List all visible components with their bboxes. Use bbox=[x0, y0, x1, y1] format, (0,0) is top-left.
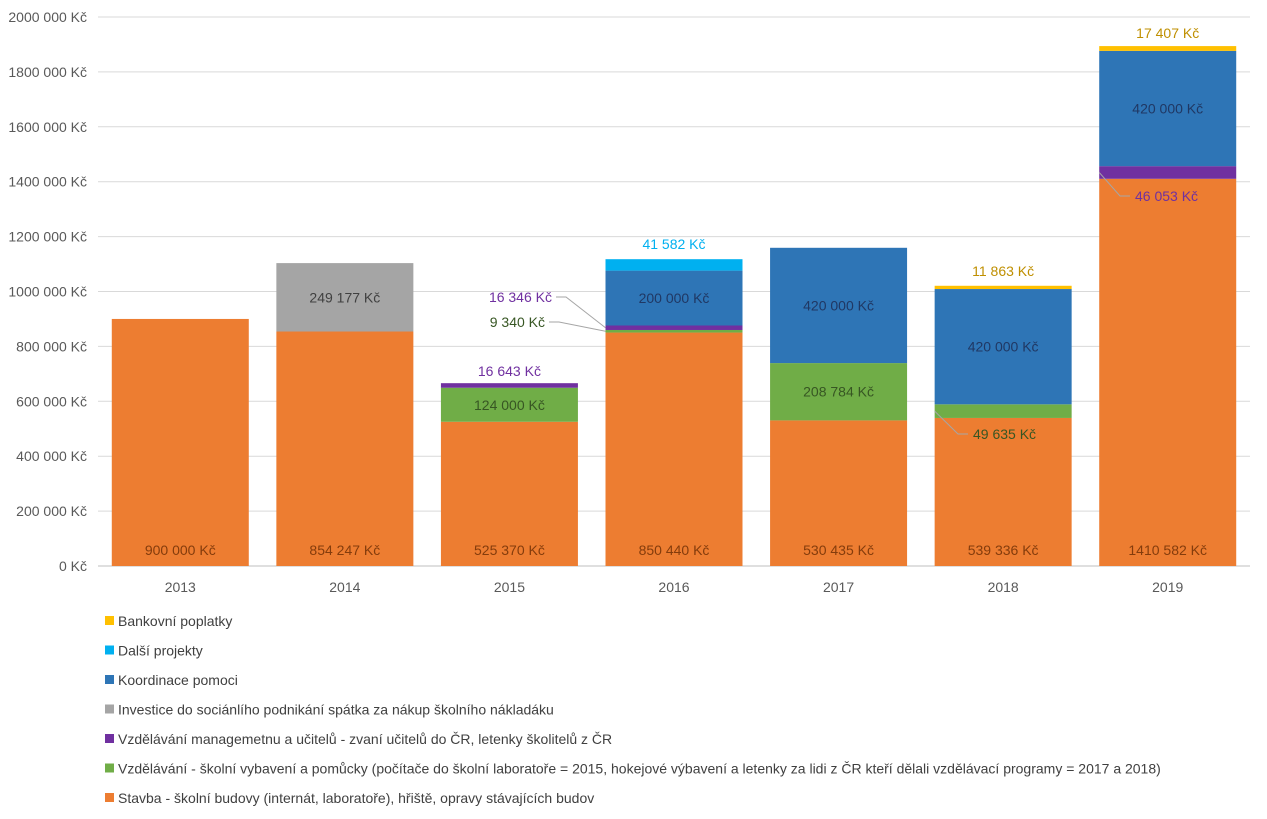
legend-label: Další projekty bbox=[118, 643, 203, 659]
bar-segment bbox=[770, 420, 908, 566]
bar-segment bbox=[1099, 46, 1237, 51]
y-tick-label: 2000 000 Kč bbox=[8, 9, 87, 25]
y-tick-label: 400 000 Kč bbox=[16, 448, 87, 464]
data-label: 420 000 Kč bbox=[1132, 101, 1203, 117]
legend-swatch bbox=[105, 645, 114, 655]
legend-label: Vzdělávání managemetnu a učitelů - zvaní… bbox=[118, 731, 612, 747]
bar-segment bbox=[934, 289, 1072, 405]
legend-swatch bbox=[105, 616, 114, 625]
bar-segment bbox=[934, 285, 1072, 290]
legend: Bankovní poplatky Další projekty Koordinac… bbox=[105, 613, 1161, 806]
data-label: 17 407 Kč bbox=[1136, 25, 1199, 41]
bar-segment bbox=[440, 387, 578, 422]
bar-segment bbox=[605, 259, 743, 271]
x-tick-label: 2017 bbox=[823, 579, 854, 595]
bar-stacks bbox=[111, 46, 1237, 567]
x-tick-label: 2015 bbox=[494, 579, 525, 595]
bar-segment bbox=[770, 247, 908, 364]
y-tick-label: 800 000 Kč bbox=[16, 338, 87, 354]
data-label: 854 247 Kč bbox=[309, 542, 380, 558]
data-label: 249 177 Kč bbox=[309, 289, 380, 305]
data-label: 530 435 Kč bbox=[803, 542, 874, 558]
x-axis: 2013 2014 2015 2016 2017 2018 2019 bbox=[165, 579, 1184, 595]
bar-segment bbox=[605, 329, 743, 333]
bar-segment bbox=[605, 270, 743, 326]
legend-label: Stavba - školní budovy (internát, labora… bbox=[118, 790, 594, 806]
bar-segment bbox=[276, 331, 414, 566]
y-tick-label: 200 000 Kč bbox=[16, 503, 87, 519]
data-labels: 900 000 Kč 854 247 Kč 525 370 Kč 850 440 Kč… bbox=[145, 25, 1207, 558]
bar-segment bbox=[111, 318, 249, 566]
data-label: 420 000 Kč bbox=[968, 339, 1039, 355]
bar-segment bbox=[1099, 50, 1237, 167]
y-tick-label: 1200 000 Kč bbox=[8, 229, 87, 245]
bar-segment bbox=[934, 404, 1072, 418]
data-label: 11 863 Kč bbox=[972, 263, 1034, 279]
legend-label: Investice do sociánlího podnikání spátka… bbox=[118, 702, 554, 718]
data-label: 208 784 Kč bbox=[803, 384, 874, 400]
data-label: 16 643 Kč bbox=[478, 363, 541, 379]
y-tick-label: 1000 000 Kč bbox=[8, 284, 87, 300]
data-label: 850 440 Kč bbox=[639, 542, 710, 558]
bar-segment bbox=[1099, 166, 1237, 179]
data-label: 525 370 Kč bbox=[474, 542, 545, 558]
data-label: 124 000 Kč bbox=[474, 397, 545, 413]
x-tick-label: 2016 bbox=[658, 579, 689, 595]
bar-segment bbox=[934, 417, 1072, 566]
bar-segment bbox=[770, 363, 908, 421]
bar-segment bbox=[440, 383, 578, 388]
x-tick-label: 2019 bbox=[1152, 579, 1183, 595]
data-label: 41 582 Kč bbox=[642, 236, 705, 252]
legend-label: Vzdělávání - školní vybavení a pomůcky (… bbox=[118, 761, 1161, 777]
bar-segment bbox=[605, 332, 743, 566]
bar-segment bbox=[1099, 178, 1237, 567]
y-tick-label: 1600 000 Kč bbox=[8, 119, 87, 135]
bar-segment bbox=[440, 421, 578, 566]
label-leader-line bbox=[556, 296, 606, 329]
data-label: 420 000 Kč bbox=[803, 297, 874, 313]
legend-swatch bbox=[105, 793, 114, 802]
x-tick-label: 2014 bbox=[329, 579, 360, 595]
legend-swatch bbox=[105, 675, 114, 684]
y-axis: 0 Kč 200 000 Kč 400 000 Kč 600 000 Kč 800 00… bbox=[8, 9, 87, 574]
data-label: 46 053 Kč bbox=[1135, 188, 1198, 204]
x-tick-label: 2018 bbox=[988, 579, 1019, 595]
legend-swatch bbox=[105, 704, 114, 714]
legend-label: Koordinace pomoci bbox=[118, 672, 238, 688]
data-label: 200 000 Kč bbox=[639, 290, 710, 306]
legend-label: Bankovní poplatky bbox=[118, 613, 232, 629]
label-leader-line bbox=[1098, 172, 1130, 197]
data-label: 900 000 Kč bbox=[145, 542, 216, 558]
data-label: 16 346 Kč bbox=[489, 289, 552, 305]
x-tick-label: 2013 bbox=[165, 579, 196, 595]
data-label: 539 336 Kč bbox=[968, 542, 1039, 558]
y-tick-label: 0 Kč bbox=[59, 558, 87, 574]
data-label: 49 635 Kč bbox=[973, 426, 1036, 442]
y-tick-label: 1400 000 Kč bbox=[8, 174, 87, 190]
legend-swatch bbox=[105, 763, 114, 773]
label-leader-line bbox=[549, 321, 606, 332]
y-tick-label: 600 000 Kč bbox=[16, 393, 87, 409]
bar-segment bbox=[605, 325, 743, 330]
data-label: 1410 582 Kč bbox=[1128, 542, 1207, 558]
data-label: 9 340 Kč bbox=[490, 314, 545, 330]
legend-swatch bbox=[105, 734, 114, 743]
label-leader-line bbox=[934, 410, 968, 435]
bar-segment bbox=[276, 263, 414, 332]
y-tick-label: 1800 000 Kč bbox=[8, 64, 87, 80]
